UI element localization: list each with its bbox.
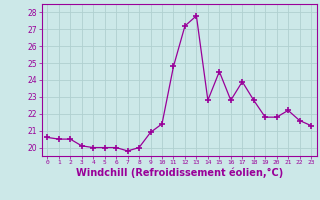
- X-axis label: Windchill (Refroidissement éolien,°C): Windchill (Refroidissement éolien,°C): [76, 168, 283, 178]
